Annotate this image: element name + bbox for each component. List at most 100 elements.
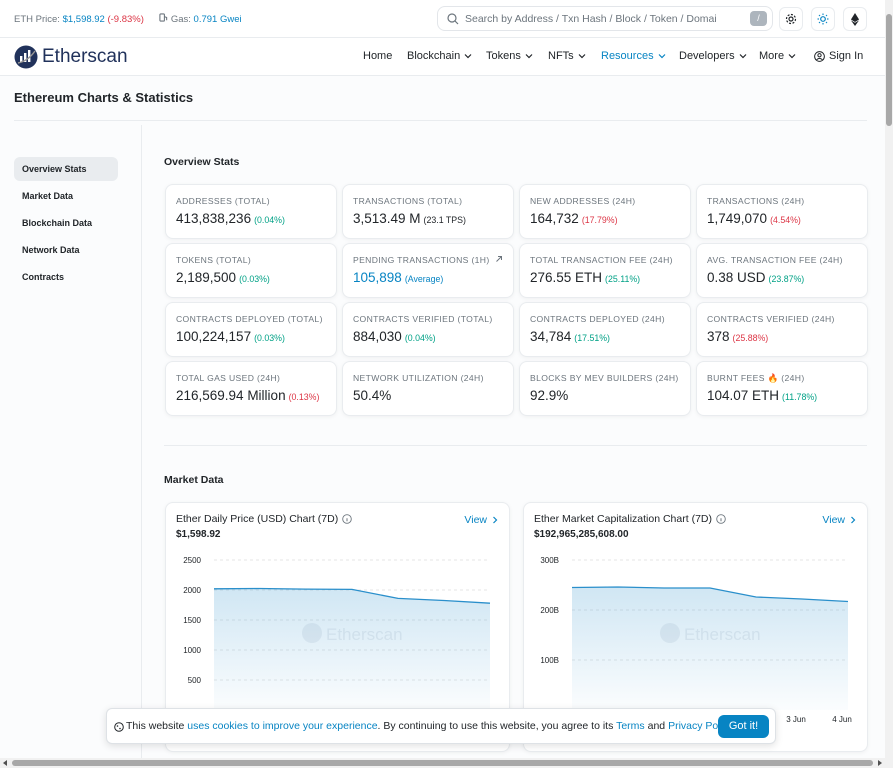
stat-value: 164,732 [530,211,579,226]
view-link[interactable]: View [822,514,856,526]
chart-title: Ether Market Capitalization Chart (7D) [534,513,726,525]
cookie-link[interactable]: uses cookies to improve your experience [187,720,378,732]
vertical-scrollbar[interactable] [885,0,893,768]
scroll-thumb[interactable] [886,14,892,126]
stat-value: 216,569.94 Million [176,388,286,403]
nav-item[interactable]: More [759,50,796,62]
chevron-path [578,54,586,59]
stat-value: 0.38 USD [707,270,766,285]
stat-value-line: 1,749,070 (4.54%) [707,210,801,228]
stat-card: ADDRESSES (TOTAL) 413,838,236 (0.04%) [165,184,337,239]
stat-change: (0.04%) [254,215,285,225]
brand-name: Etherscan [42,46,128,67]
nav-item-text: Tokens [486,50,521,62]
y-tick-label: 2000 [183,586,201,595]
info-icon[interactable] [716,514,726,524]
section-heading: Market Data [164,474,224,486]
nav-item[interactable]: Developers [679,50,747,62]
brand-logo[interactable]: Etherscan [14,45,128,69]
stat-card: NETWORK UTILIZATION (24H) 50.4% [342,361,514,416]
arrow-path [496,256,502,262]
chevron-path [493,516,498,524]
dropdown-chevron [739,54,747,59]
sign-in[interactable]: Sign In [814,50,863,62]
sidebar-item[interactable]: Network Data [22,245,80,255]
network-button[interactable] [843,7,867,31]
nav-item[interactable]: Resources [601,50,666,62]
dropdown-chevron [658,54,666,59]
y-tick-label: 2500 [183,556,201,565]
info-icon[interactable] [342,514,352,524]
y-tick-label: 300B [540,556,559,565]
terms-link[interactable]: Terms [616,720,645,732]
stat-value: 1,749,070 [707,211,768,226]
scroll-left-arrow[interactable] [2,760,8,766]
chevron-path [851,516,856,524]
stat-value-line: 3,513.49 M (23.1 TPS) [353,210,466,228]
stat-label: NEW ADDRESSES (24H) [530,196,636,206]
stat-card[interactable]: PENDING TRANSACTIONS (1H) 105,898 (Average… [342,243,514,298]
eth-price[interactable]: $1,598.92 [62,14,105,25]
chart-title-text: Ether Market Capitalization Chart (7D) [534,513,712,525]
x-tick-label: 4 Jun [832,715,852,724]
sidebar-item[interactable]: Market Data [22,191,74,201]
stat-value-line: 378 (25.88%) [707,328,768,346]
chevron-path [788,54,796,59]
stat-change: (0.03%) [254,333,285,343]
nav-item[interactable]: Blockchain [407,50,472,62]
nav-item[interactable]: Tokens [486,50,533,62]
line [213,587,491,604]
y-tick-label: 200B [540,606,559,615]
stat-value: 3,513.49 M [353,211,421,226]
stat-value: 100,224,157 [176,329,252,344]
nav-item[interactable]: NFTs [548,50,586,62]
sign-in-text: Sign In [829,50,864,62]
stat-label: CONTRACTS DEPLOYED (24H) [530,314,665,324]
view-link[interactable]: View [464,514,498,526]
sun-icon [817,13,829,25]
x-tick-label: 3 Jun [786,715,806,724]
line [571,586,849,603]
stat-change: (25.11%) [605,274,641,284]
stat-label: TOTAL TRANSACTION FEE (24H) [530,255,673,265]
eth-price-info: ETH Price: $1,598.92 (-9.83%) Gas: 0.791… [14,13,242,25]
sidebar-item[interactable]: Contracts [22,272,65,282]
stat-label: TOTAL GAS USED (24H) [176,373,281,383]
nav-bar: Etherscan Home Blockchain Tokens NFTs Resour… [0,38,885,76]
dropdown-chevron [464,54,472,59]
dropdown-chevron [578,54,586,59]
chevron-right [493,516,498,524]
view-link-text: View [464,514,487,526]
stat-label: AVG. TRANSACTION FEE (24H) [707,255,843,265]
stat-value-line: 50.4% [353,387,391,405]
stat-card: NEW ADDRESSES (24H) 164,732 (17.79%) [519,184,691,239]
stat-change: (0.13%) [288,392,320,402]
stat-value-line: 276.55 ETH (25.11%) [530,269,640,287]
settings-button[interactable] [779,7,803,31]
gas-price[interactable]: 0.791 Gwei [193,14,242,25]
dropdown-chevron [788,54,796,59]
y-tick-label: 100B [540,656,559,665]
accept-cookies-button[interactable]: Got it! [718,715,769,738]
privacy-link[interactable]: Privacy Policy [668,720,733,732]
theme-button[interactable] [811,7,835,31]
nav-item[interactable]: Home [363,50,392,62]
y-tick-label: 1000 [183,646,201,655]
chart-title: Ether Daily Price (USD) Chart (7D) [176,513,352,525]
stat-value-line: 100,224,157 (0.03%) [176,328,285,346]
sidebar-item[interactable]: Blockchain Data [22,218,93,228]
stat-value: 276.55 ETH [530,270,603,285]
search-box[interactable]: Search by Address / Txn Hash / Block / T… [437,6,773,31]
section-divider [164,445,867,446]
scroll-right-arrow[interactable] [877,760,883,766]
stat-value-line: 104.07 ETH (11.78%) [707,387,817,405]
stat-card: CONTRACTS DEPLOYED (TOTAL) 100,224,157 (0.… [165,302,337,357]
scroll-thumb[interactable] [12,760,873,766]
external-link-icon[interactable] [495,255,503,263]
horizontal-scrollbar[interactable] [0,758,885,768]
nav-item-text: NFTs [548,50,574,62]
sidebar-item[interactable]: Overview Stats [14,157,118,181]
y-tick-label: 500 [188,676,202,685]
area [572,587,848,710]
chevron-path [739,54,747,59]
